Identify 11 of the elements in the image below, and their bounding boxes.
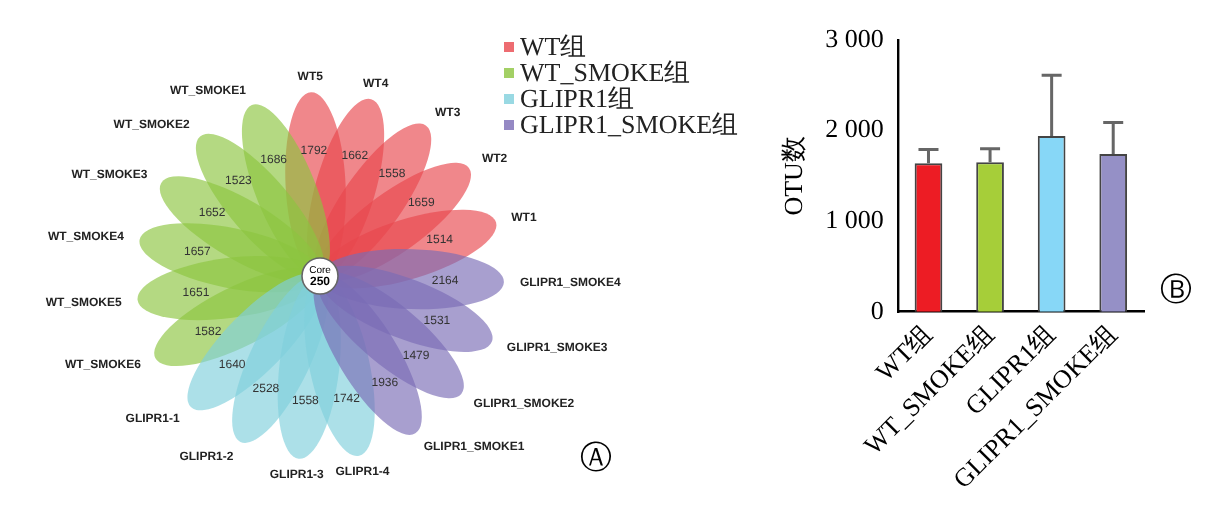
legend-label: GLIPR1_SMOKE组 (520, 108, 739, 139)
y-tick-label: 2 000 (825, 113, 884, 144)
y-tick-label: 1 000 (825, 203, 884, 234)
legend-label: GLIPR1组 (520, 82, 635, 113)
y-tick-label: 0 (870, 294, 884, 325)
y-tick-label: 3 000 (825, 22, 884, 53)
legend-label: WT组 (520, 30, 587, 61)
legend-label: WT_SMOKE组 (520, 56, 691, 87)
y-axis-title: OTU数 (778, 136, 809, 216)
text: Ⓐ (580, 438, 612, 477)
text: Ⓑ (1160, 270, 1192, 309)
